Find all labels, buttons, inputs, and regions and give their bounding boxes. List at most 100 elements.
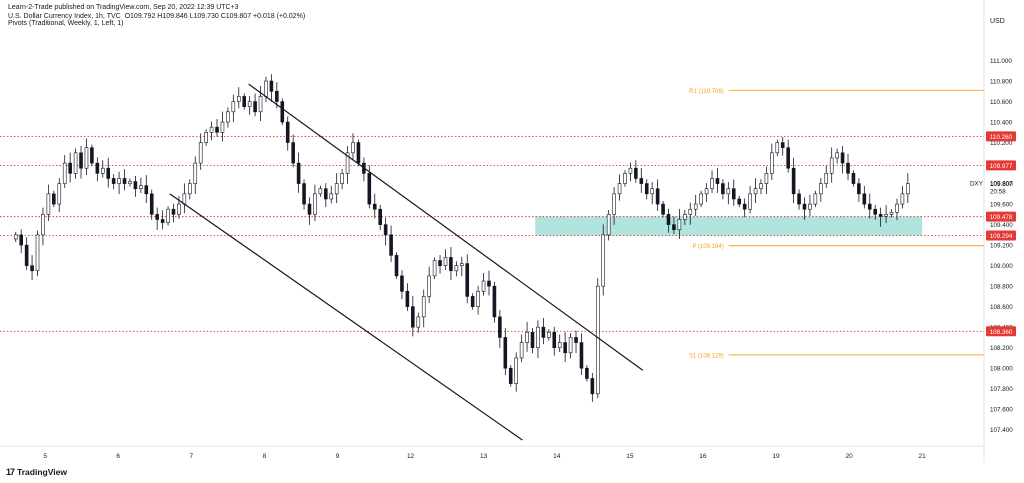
- svg-text:108.360: 108.360: [990, 329, 1013, 336]
- candle: [454, 261, 459, 277]
- svg-text:109.478: 109.478: [990, 214, 1013, 221]
- candle: [226, 107, 230, 128]
- x-tick-label: 21: [919, 453, 927, 460]
- indicator-name: Pivots (Traditional, Weekly, 1, Left, 1): [8, 20, 124, 27]
- x-tick-label: 8: [263, 453, 267, 460]
- candle: [721, 179, 725, 200]
- support-zone-layer: [535, 216, 923, 236]
- candle: [356, 139, 361, 167]
- y-tick-label: 111.000: [990, 58, 1012, 65]
- candle: [13, 231, 18, 243]
- x-tick-label: 19: [772, 453, 780, 460]
- current-price-label: 109.807: [990, 180, 1013, 187]
- candle: [498, 310, 502, 348]
- candle: [514, 352, 518, 392]
- svg-text:110.260: 110.260: [990, 134, 1013, 141]
- y-tick-label: 109.800: [990, 181, 1013, 188]
- candle: [128, 178, 132, 187]
- y-axis-ticks: 111.000110.800110.600110.400110.200110.0…: [990, 58, 1013, 434]
- candle: [770, 143, 774, 181]
- candle: [215, 119, 219, 137]
- candle: [639, 168, 644, 193]
- candle: [829, 147, 834, 183]
- candle: [748, 185, 752, 214]
- x-tick-label: 13: [480, 453, 488, 460]
- level-109977-price-label: 109.977: [986, 160, 1016, 171]
- x-tick-label: 15: [626, 453, 634, 460]
- candle: [704, 183, 709, 202]
- candle: [46, 184, 51, 222]
- candle: [79, 146, 83, 179]
- publisher-line: Learn-2-Trade published on TradingView.c…: [8, 4, 239, 11]
- x-tick-label: 5: [43, 453, 47, 460]
- candle: [726, 181, 731, 205]
- candle: [193, 156, 198, 195]
- candle: [563, 332, 567, 363]
- candle: [742, 198, 747, 218]
- candle: [557, 334, 562, 352]
- horizontal-levels-layer: [0, 135, 984, 332]
- candle: [465, 254, 470, 304]
- candle: [100, 160, 105, 178]
- level-109294-price-label: 109.294: [986, 230, 1016, 241]
- candle: [198, 133, 203, 170]
- candle: [503, 328, 508, 375]
- candle: [372, 193, 377, 219]
- candle: [819, 178, 823, 202]
- candles-layer: [13, 74, 910, 402]
- candle: [650, 181, 654, 205]
- grid-and-axes: [0, 0, 985, 462]
- candle: [84, 138, 89, 175]
- y-tick-label: 110.200: [990, 140, 1013, 147]
- candle: [95, 157, 100, 182]
- y-tick-label: 108.000: [990, 366, 1013, 373]
- candle: [209, 121, 214, 141]
- tradingview-logo-icon: 17: [6, 467, 15, 477]
- candle: [895, 198, 899, 221]
- candle: [90, 144, 94, 167]
- candle: [302, 179, 306, 210]
- candle: [400, 270, 404, 300]
- candle: [759, 179, 763, 195]
- candle: [835, 148, 839, 164]
- candle: [786, 139, 790, 173]
- candle: [492, 281, 497, 323]
- pivot-R1-label: R1 (110.709): [689, 89, 724, 95]
- candle: [24, 237, 29, 270]
- candle: [313, 184, 317, 222]
- y-tick-label: 107.800: [990, 386, 1013, 393]
- y-tick-label: 108.200: [990, 345, 1013, 352]
- candle: [106, 157, 111, 188]
- candle: [291, 134, 295, 168]
- candle: [851, 170, 856, 187]
- candle: [530, 328, 535, 354]
- candle: [617, 174, 622, 201]
- price-labels-layer: 110.260 109.977 109.478 109.294 108.360 DXY 10…: [970, 131, 1016, 337]
- candle: [367, 165, 372, 209]
- candle: [884, 205, 888, 224]
- candle: [508, 365, 513, 387]
- level-109478-price-label: 109.478: [986, 211, 1016, 222]
- candle: [731, 179, 736, 206]
- candle: [606, 210, 611, 241]
- candle: [634, 160, 638, 183]
- tradingview-logo[interactable]: 17 TradingView: [6, 467, 67, 477]
- candle: [889, 209, 894, 218]
- candle: [405, 283, 410, 311]
- x-tick-label: 20: [845, 453, 853, 460]
- instrument-title: U.S. Dollar Currency Index, 1h, TVC: [8, 13, 121, 20]
- current-symbol-label: DXY: [970, 180, 984, 187]
- instrument-header: U.S. Dollar Currency Index, 1h, TVC O109…: [8, 13, 305, 27]
- candle: [220, 111, 225, 142]
- candle: [585, 365, 589, 382]
- candle: [487, 270, 491, 296]
- candle: [438, 254, 442, 274]
- candle: [470, 293, 475, 310]
- candle: [231, 94, 236, 123]
- candle: [171, 203, 176, 223]
- candle: [155, 207, 159, 230]
- currency-label: USD: [990, 18, 1005, 25]
- candle: [139, 177, 143, 194]
- x-tick-label: 14: [553, 453, 561, 460]
